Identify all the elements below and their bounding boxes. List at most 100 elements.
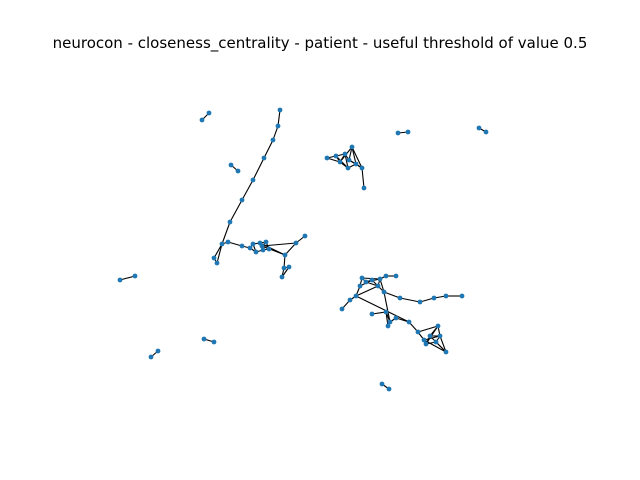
graph-node xyxy=(476,125,482,131)
graph-node xyxy=(253,249,259,255)
graph-node xyxy=(459,293,465,299)
graph-node xyxy=(132,273,138,279)
graph-edge xyxy=(119,275,136,281)
graph-edge xyxy=(383,291,391,323)
graph-node xyxy=(357,283,363,289)
graph-node xyxy=(239,197,245,203)
graph-edge xyxy=(429,335,447,353)
graph-node xyxy=(345,165,351,171)
graph-edge xyxy=(361,167,365,189)
graph-edge xyxy=(383,291,401,299)
graph-node xyxy=(421,337,427,343)
graph-node xyxy=(347,297,353,303)
graph-node xyxy=(369,277,375,283)
graph-node xyxy=(279,274,285,280)
graph-node xyxy=(377,276,383,282)
graph-node xyxy=(227,219,233,225)
graph-node xyxy=(214,260,220,266)
graph-edge xyxy=(284,242,297,256)
graph-node xyxy=(261,155,267,161)
graph-node xyxy=(393,315,399,321)
graph-node xyxy=(423,341,429,347)
graph-node xyxy=(346,157,352,163)
graph-node xyxy=(211,255,217,261)
graph-node xyxy=(228,162,234,168)
graph-edge xyxy=(272,125,279,141)
graph-node xyxy=(219,241,225,247)
graph-node xyxy=(437,333,443,339)
graph-edge xyxy=(216,243,223,264)
graph-node xyxy=(235,168,241,174)
graph-node xyxy=(433,339,439,345)
graph-node xyxy=(148,354,154,360)
graph-edge xyxy=(263,139,274,159)
graph-node xyxy=(293,240,299,246)
graph-node xyxy=(286,264,292,270)
graph-edge xyxy=(277,109,281,127)
graph-node xyxy=(363,279,369,285)
graph-node xyxy=(270,137,276,143)
graph-node xyxy=(443,349,449,355)
graph-edge xyxy=(213,243,223,259)
graph-node xyxy=(405,129,411,135)
graph-node xyxy=(337,159,343,165)
figure-title: neurocon - closeness_centrality - patien… xyxy=(52,34,588,52)
graph-node xyxy=(443,293,449,299)
graph-node xyxy=(259,243,265,249)
nodes-layer xyxy=(117,107,489,392)
graph-node xyxy=(282,252,288,258)
graph-edge xyxy=(227,241,243,247)
graph-node xyxy=(211,339,217,345)
graph-node xyxy=(435,323,441,329)
graph-edge xyxy=(221,221,231,245)
graph-node xyxy=(225,239,231,245)
graph-node xyxy=(369,311,375,317)
graph-node xyxy=(281,265,287,271)
graph-edge xyxy=(351,146,357,165)
graph-node xyxy=(250,177,256,183)
graph-node xyxy=(155,348,161,354)
graph-node xyxy=(359,275,365,281)
edges-layer xyxy=(119,109,487,390)
graph-node xyxy=(427,333,433,339)
graph-edge xyxy=(417,325,439,333)
graph-node xyxy=(260,247,266,253)
graph-node xyxy=(385,323,391,329)
graph-edge xyxy=(241,179,254,201)
graph-node xyxy=(359,165,365,171)
graph-node xyxy=(206,110,212,116)
graph-edge xyxy=(355,285,379,297)
graph-node xyxy=(379,381,385,387)
graph-node xyxy=(395,130,401,136)
graph-node xyxy=(339,306,345,312)
graph-node xyxy=(250,241,256,247)
graph-edge xyxy=(419,297,435,303)
graph-node xyxy=(277,107,283,113)
graph-node xyxy=(302,233,308,239)
graph-node xyxy=(417,299,423,305)
graph-edge xyxy=(351,146,363,169)
graph-edge xyxy=(229,199,243,223)
graph-edge xyxy=(252,157,265,181)
graph-node xyxy=(431,295,437,301)
graph-node xyxy=(324,155,330,161)
graph-node xyxy=(397,295,403,301)
graph-edge xyxy=(399,297,421,303)
graph-node xyxy=(349,144,355,150)
graph-node xyxy=(393,273,399,279)
graph-node xyxy=(342,151,348,157)
graph-node xyxy=(117,277,123,283)
graph-node xyxy=(333,153,339,159)
graph-node xyxy=(383,309,389,315)
graph-node xyxy=(247,245,253,251)
graph-node xyxy=(199,117,205,123)
graph-node xyxy=(239,243,245,249)
graph-node xyxy=(266,246,272,252)
graph-node xyxy=(406,319,412,325)
graph-edge xyxy=(261,242,297,247)
graph-node xyxy=(415,329,421,335)
graph-node xyxy=(201,336,207,342)
graph-edge xyxy=(355,295,410,323)
graph-node xyxy=(386,386,392,392)
